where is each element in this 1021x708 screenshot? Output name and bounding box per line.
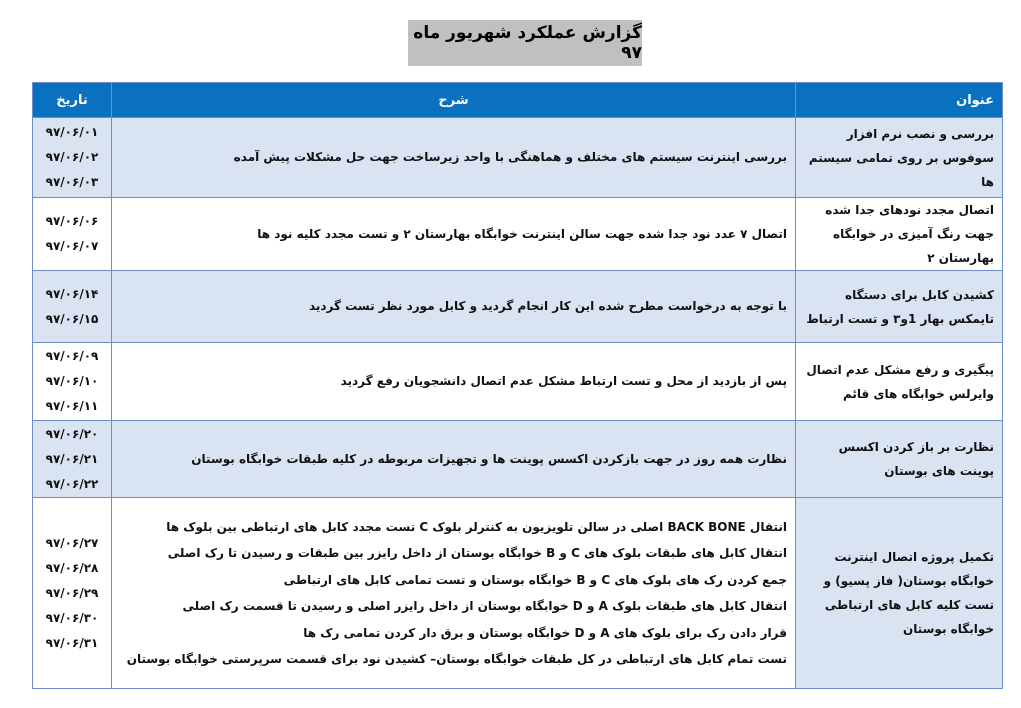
date-item: ۹۷/۰۶/۰۱	[45, 125, 99, 139]
description-line: اتصال ۷ عدد نود جدا شده جهت سالن اینترنت…	[257, 226, 787, 241]
row-title: اتصال مجدد نودهای جدا شده جهت رنگ آمیزی …	[795, 197, 1003, 271]
date-item: ۹۷/۰۶/۱۵	[45, 311, 99, 326]
table-row: پیگیری و رفع مشکل عدم اتصال وایرلس خوابگ…	[32, 342, 1003, 421]
date-item: ۹۷/۰۶/۱۰	[45, 374, 99, 388]
date-item: ۹۷/۰۶/۰۳	[45, 175, 99, 189]
row-description: اتصال ۷ عدد نود جدا شده جهت سالن اینترنت…	[111, 197, 796, 271]
row-dates: ۹۷/۰۶/۲۷ ۹۷/۰۶/۲۸ ۹۷/۰۶/۲۹ ۹۷/۰۶/۳۰ ۹۷/۰۶/۳۱	[32, 497, 112, 689]
description-line: بررسی اینترنت سیستم های مختلف و هماهنگی …	[233, 150, 787, 165]
description-line: با توجه به درخواست مطرح شده این کار انجا…	[308, 299, 787, 314]
date-item: ۹۷/۰۶/۲۱	[45, 451, 99, 466]
row-dates: ۹۷/۰۶/۰۶ ۹۷/۰۶/۰۷	[32, 197, 112, 271]
report-table: عنوان شرح تاریخ بررسی و نصب نرم افزار سو…	[32, 82, 1003, 689]
date-item: ۹۷/۰۶/۱۴	[45, 286, 99, 301]
description-line: نظارت همه روز در جهت بازکردن اکسس پوینت …	[191, 451, 787, 466]
table-row: اتصال مجدد نودهای جدا شده جهت رنگ آمیزی …	[32, 197, 1003, 271]
row-description: پس از بازدید از محل و تست ارتباط مشکل عد…	[111, 342, 796, 421]
date-item: ۹۷/۰۶/۲۷	[45, 535, 99, 550]
row-description: نظارت همه روز در جهت بازکردن اکسس پوینت …	[111, 420, 796, 498]
date-item: ۹۷/۰۶/۲۸	[45, 560, 99, 575]
date-item: ۹۷/۰۶/۲۹	[45, 585, 99, 600]
row-dates: ۹۷/۰۶/۱۴ ۹۷/۰۶/۱۵	[32, 270, 112, 343]
row-title: کشیدن کابل برای دستگاه تایمکس بهار 1و۳ و…	[795, 270, 1003, 343]
header-date: تاریخ	[32, 82, 112, 118]
row-title: تکمیل پروژه اتصال اینترنت خوابگاه بوستان…	[795, 497, 1003, 689]
row-description: با توجه به درخواست مطرح شده این کار انجا…	[111, 270, 796, 343]
date-item: ۹۷/۰۶/۰۹	[45, 349, 99, 363]
date-item: ۹۷/۰۶/۰۷	[45, 239, 99, 253]
row-description: انتقال BACK BONE اصلی در سالن تلویزیون ب…	[111, 497, 796, 689]
date-item: ۹۷/۰۶/۱۱	[45, 399, 99, 413]
date-item: ۹۷/۰۶/۲۲	[45, 476, 99, 491]
row-title: پیگیری و رفع مشکل عدم اتصال وایرلس خوابگ…	[795, 342, 1003, 421]
date-item: ۹۷/۰۶/۳۰	[45, 610, 99, 625]
row-dates: ۹۷/۰۶/۲۰ ۹۷/۰۶/۲۱ ۹۷/۰۶/۲۲	[32, 420, 112, 498]
report-title: گزارش عملکرد شهریور ماه ۹۷	[408, 20, 642, 66]
row-dates: ۹۷/۰۶/۰۱ ۹۷/۰۶/۰۲ ۹۷/۰۶/۰۳	[32, 117, 112, 198]
header-description: شرح	[111, 82, 796, 118]
description-line: پس از بازدید از محل و تست ارتباط مشکل عد…	[340, 374, 787, 389]
table-row: نظارت بر باز کردن اکسس پوینت های بوستان ن…	[32, 420, 1003, 498]
row-title: نظارت بر باز کردن اکسس پوینت های بوستان	[795, 420, 1003, 498]
description-line: انتقال BACK BONE اصلی در سالن تلویزیون ب…	[166, 519, 787, 534]
description-line: تست تمام کابل های ارتباطی در کل طبقات خو…	[126, 652, 787, 666]
table-row: بررسی و نصب نرم افزار سوفوس بر روی تمامی…	[32, 117, 1003, 198]
table-header: عنوان شرح تاریخ	[32, 82, 1003, 118]
date-item: ۹۷/۰۶/۲۰	[45, 426, 99, 441]
description-line: انتقال کابل های طبقات بلوک A و D خوابگاه…	[182, 599, 787, 613]
description-line: انتقال کابل های طبقات بلوک های C و B خوا…	[167, 546, 787, 560]
description-line: جمع کردن رک های بلوک های C و B خوابگاه ب…	[283, 572, 787, 587]
date-item: ۹۷/۰۶/۳۱	[45, 635, 99, 650]
header-title: عنوان	[795, 82, 1003, 118]
date-item: ۹۷/۰۶/۰۶	[45, 214, 99, 228]
row-dates: ۹۷/۰۶/۰۹ ۹۷/۰۶/۱۰ ۹۷/۰۶/۱۱	[32, 342, 112, 421]
description-line: قرار دادن رک برای بلوک های A و D خوابگاه…	[303, 625, 787, 640]
table-row: تکمیل پروژه اتصال اینترنت خوابگاه بوستان…	[32, 497, 1003, 689]
table-row: کشیدن کابل برای دستگاه تایمکس بهار 1و۳ و…	[32, 270, 1003, 343]
row-description: بررسی اینترنت سیستم های مختلف و هماهنگی …	[111, 117, 796, 198]
row-title: بررسی و نصب نرم افزار سوفوس بر روی تمامی…	[795, 117, 1003, 198]
date-item: ۹۷/۰۶/۰۲	[45, 150, 99, 164]
